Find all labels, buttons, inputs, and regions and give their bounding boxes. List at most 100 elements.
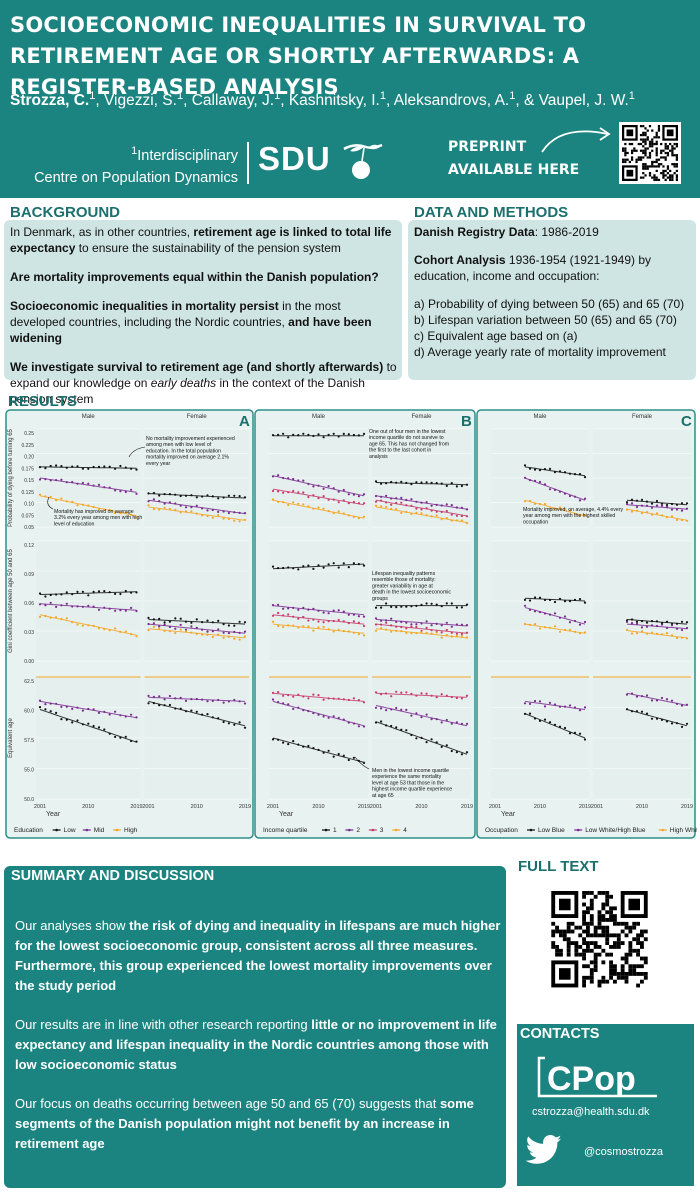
qr-finder	[626, 129, 634, 137]
qr-module	[620, 964, 625, 969]
qr-module	[666, 167, 670, 170]
data-point	[44, 604, 47, 607]
data-point	[342, 488, 345, 492]
data-point	[578, 499, 582, 502]
qr-module	[628, 941, 633, 945]
data-point	[114, 627, 117, 630]
qr-module	[644, 165, 647, 168]
qr-module	[673, 165, 676, 168]
data-point	[195, 504, 198, 507]
data-point	[395, 690, 398, 693]
data-point	[222, 631, 225, 634]
qr-module	[559, 952, 563, 957]
series-line	[272, 499, 365, 519]
series-line	[524, 623, 586, 634]
qr-module	[657, 163, 661, 166]
data-point	[147, 629, 150, 632]
x-tick-label: 2010	[534, 804, 546, 810]
qr-module	[646, 136, 649, 139]
qr-module	[653, 136, 656, 139]
qr-module	[570, 929, 575, 934]
preprint-link[interactable]: PREPRINT AVAILABLE HERE	[448, 139, 580, 178]
preprint-qr-code[interactable]	[619, 122, 681, 184]
email-link[interactable]: cstrozza@health.sdu.dk	[532, 1106, 650, 1118]
data-point	[625, 620, 629, 623]
data-point	[271, 738, 275, 741]
qr-module	[657, 136, 661, 139]
data-point	[548, 701, 552, 704]
qr-module	[648, 151, 652, 155]
qr-module	[582, 956, 586, 961]
data-point	[135, 516, 138, 519]
qr-module	[644, 167, 647, 170]
qr-module	[551, 945, 556, 949]
data-point	[660, 504, 664, 507]
qr-module	[639, 149, 643, 152]
qr-module	[655, 165, 658, 168]
author-name: & Vaupel, J. W.	[523, 92, 629, 110]
twitter-icon[interactable]	[526, 1134, 562, 1166]
data-point	[430, 738, 433, 741]
qr-module	[651, 149, 654, 152]
twitter-handle[interactable]: @cosmostrozza	[584, 1146, 664, 1158]
data-point	[563, 726, 567, 730]
data-point	[425, 602, 428, 605]
data-point	[332, 715, 335, 718]
data-point	[675, 518, 679, 521]
qr-module	[586, 945, 590, 949]
qr-module	[624, 975, 629, 980]
data-point	[76, 590, 79, 593]
qr-module	[601, 925, 606, 930]
data-point	[297, 608, 300, 611]
data-point	[206, 630, 209, 633]
qr-module	[642, 167, 645, 170]
data-point	[292, 489, 295, 493]
author-name: Callaway, J.	[191, 92, 275, 110]
data-point	[60, 465, 63, 468]
data-point	[450, 504, 453, 507]
qr-module	[622, 147, 625, 150]
data-point	[563, 600, 567, 603]
data-point	[425, 620, 428, 623]
data-point	[97, 726, 101, 729]
data-point	[233, 519, 236, 522]
legend-swatch	[371, 828, 375, 832]
qr-module	[586, 941, 590, 945]
data-point	[410, 498, 413, 501]
data-point	[342, 754, 345, 757]
data-point	[312, 567, 315, 570]
data-point	[238, 620, 241, 623]
x-tick-label: 2019	[239, 804, 251, 810]
series-line	[626, 692, 688, 706]
qr-module	[574, 948, 579, 953]
qr-module	[620, 975, 625, 980]
y-tick-label: 0.075	[21, 513, 34, 519]
data-point	[362, 493, 366, 496]
qr-module	[636, 933, 640, 938]
author-name: Aleksandrovs, A.	[393, 92, 510, 110]
data-point	[76, 719, 79, 722]
series-line	[626, 504, 688, 510]
data-point	[297, 617, 300, 620]
legend-label: 4	[403, 827, 407, 834]
qr-module	[566, 925, 571, 930]
qr-module	[628, 972, 633, 976]
data-point	[277, 490, 280, 493]
data-point	[97, 590, 101, 593]
data-point	[405, 691, 408, 694]
series-line	[524, 597, 586, 602]
qr-module	[605, 891, 610, 895]
qr-module	[628, 968, 633, 972]
qr-module	[582, 964, 586, 969]
qr-module	[640, 956, 644, 961]
data-point	[400, 501, 403, 504]
data-point	[670, 722, 674, 725]
data-point	[317, 506, 320, 509]
author-list: Strozza, C.1, Vigezzi, S.1, Callaway, J.…	[10, 90, 635, 110]
full-text-qr-code[interactable]	[541, 881, 658, 1009]
results-heading: RESULTS	[8, 393, 77, 410]
legend-label: High White collar	[670, 827, 697, 834]
qr-module	[675, 176, 678, 179]
data-point	[195, 496, 198, 499]
qr-module	[597, 914, 602, 918]
